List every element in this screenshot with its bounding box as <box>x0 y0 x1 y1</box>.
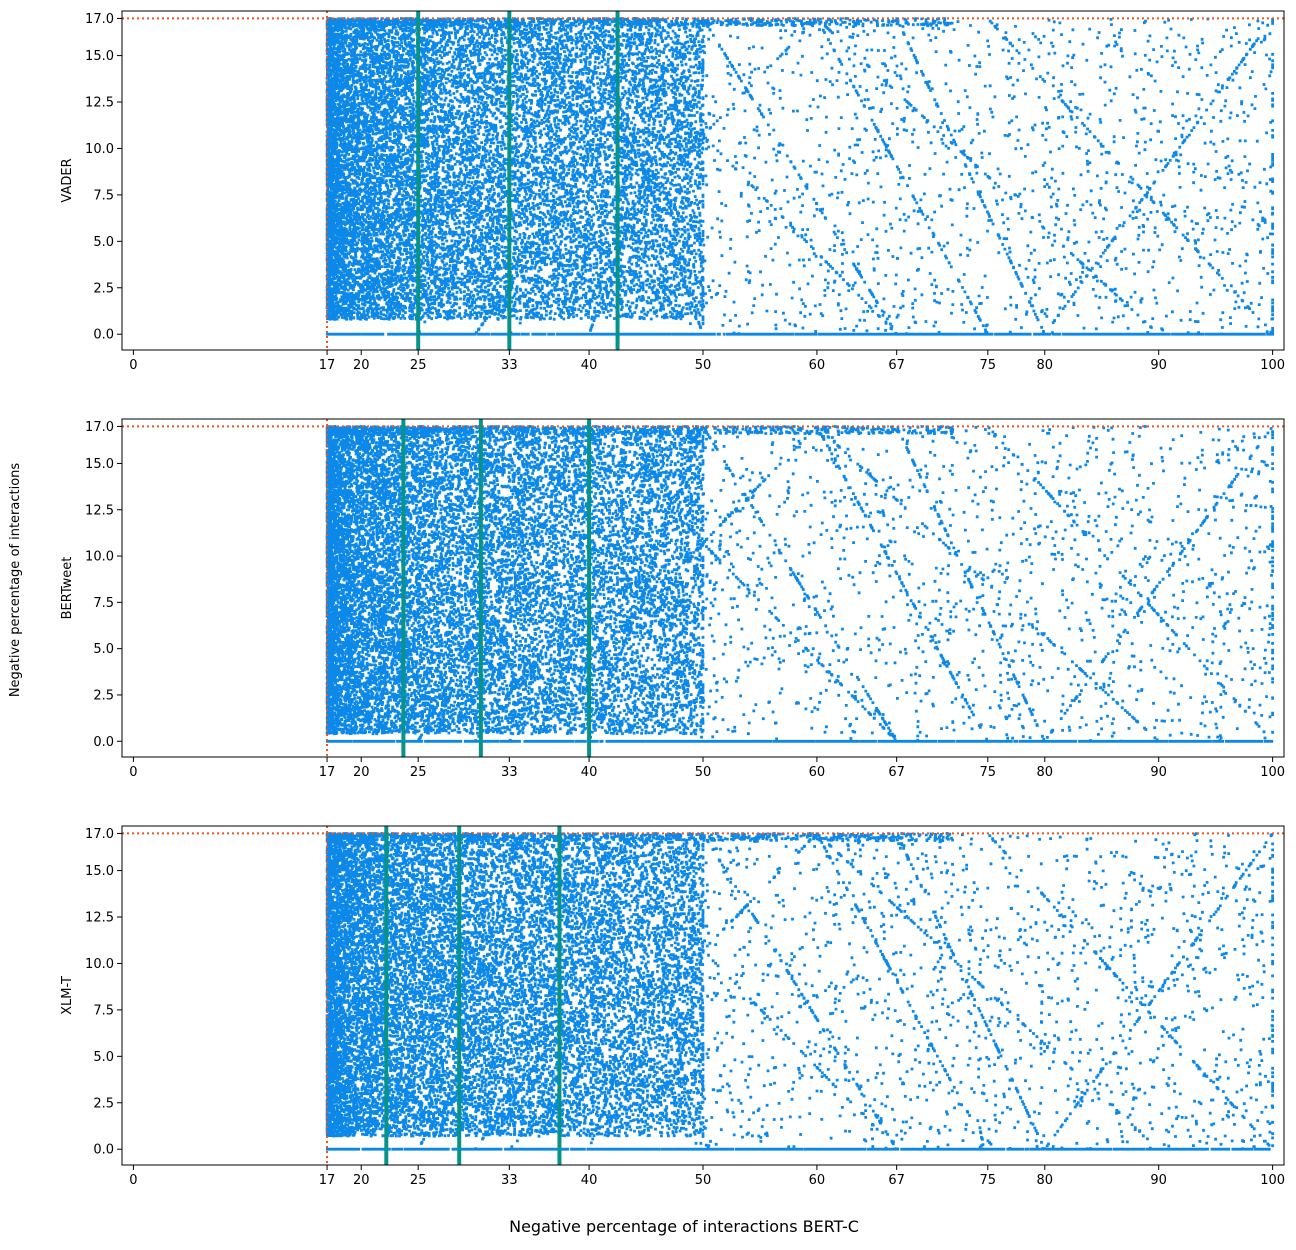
figure-y-label: Negative percentage of interactions <box>8 463 23 698</box>
x-tick-label: 67 <box>888 358 905 373</box>
x-tick-label: 33 <box>501 765 518 780</box>
x-tick-label: 33 <box>501 1173 518 1188</box>
x-tick-label: 40 <box>581 765 598 780</box>
x-tick-label: 80 <box>1036 1173 1053 1188</box>
x-tick-label: 50 <box>695 358 712 373</box>
x-tick-label: 100 <box>1260 358 1285 373</box>
y-tick-label: 12.5 <box>85 96 114 111</box>
y-axis-label: VADER <box>60 158 75 202</box>
y-tick-label: 7.5 <box>93 596 114 611</box>
x-tick-label: 80 <box>1036 358 1053 373</box>
scatter-points <box>325 832 1274 1151</box>
y-tick-label: 2.5 <box>93 281 114 296</box>
panel-xlmt: 0 17 20 25 33 40 50 60 67 75 80 90 100 0.0 2.5 5.0 7.5 10… <box>60 825 1285 1188</box>
y-tick-label: 10.0 <box>85 550 114 565</box>
scatter-point-cloud <box>325 832 1274 1151</box>
x-tick-label: 33 <box>501 358 518 373</box>
y-tick-label: 15.0 <box>85 49 114 64</box>
y-tick-label: 0.0 <box>93 328 114 343</box>
panel-bertweet: 0 17 20 25 33 40 50 60 67 75 80 90 100 0.0 2.5 5.0 7.5 10… <box>60 418 1285 780</box>
x-tick-label: 0 <box>129 1173 137 1188</box>
scatter-points <box>325 425 1274 743</box>
y-tick-label: 12.5 <box>85 911 114 926</box>
x-tick-label: 20 <box>353 1173 370 1188</box>
y-tick-label: 15.0 <box>85 864 114 879</box>
y-tick-label: 0.0 <box>93 1143 114 1158</box>
scatter-point-cloud <box>325 425 1274 743</box>
x-tick-label: 25 <box>410 765 427 780</box>
x-tick-label: 20 <box>353 358 370 373</box>
y-tick-label: 12.5 <box>85 503 114 518</box>
y-tick-label: 2.5 <box>93 688 114 703</box>
x-tick-label: 90 <box>1150 1173 1167 1188</box>
x-tick-label: 60 <box>809 765 826 780</box>
y-tick-label: 0.0 <box>93 735 114 750</box>
y-axis-label: BERTweet <box>60 557 75 620</box>
x-tick-label: 25 <box>410 1173 427 1188</box>
x-tick-label: 60 <box>809 1173 826 1188</box>
y-tick-label: 7.5 <box>93 1003 114 1018</box>
x-tick-label: 40 <box>581 1173 598 1188</box>
y-tick-label: 7.5 <box>93 188 114 203</box>
y-axis-label: XLM-T <box>60 976 75 1015</box>
scatter-point-cloud <box>325 17 1274 336</box>
x-tick-label: 80 <box>1036 765 1053 780</box>
x-tick-label: 90 <box>1150 765 1167 780</box>
x-tick-label: 100 <box>1260 765 1285 780</box>
x-tick-label: 40 <box>581 358 598 373</box>
x-tick-label: 90 <box>1150 358 1167 373</box>
figure-x-label: Negative percentage of interactions BERT… <box>509 1217 859 1236</box>
x-tick-label: 0 <box>129 765 137 780</box>
x-tick-label: 60 <box>809 358 826 373</box>
y-tick-label: 17.0 <box>85 420 114 435</box>
x-tick-label: 17 <box>319 358 336 373</box>
y-tick-label: 5.0 <box>93 235 114 250</box>
scatter-points <box>325 17 1274 336</box>
x-tick-label: 17 <box>319 1173 336 1188</box>
y-tick-label: 15.0 <box>85 457 114 472</box>
y-tick-label: 5.0 <box>93 642 114 657</box>
x-tick-label: 67 <box>888 765 905 780</box>
y-tick-label: 17.0 <box>85 12 114 27</box>
x-tick-label: 50 <box>695 1173 712 1188</box>
y-tick-label: 2.5 <box>93 1096 114 1111</box>
x-tick-label: 50 <box>695 765 712 780</box>
x-tick-label: 20 <box>353 765 370 780</box>
y-tick-label: 10.0 <box>85 142 114 157</box>
panels: 0 17 20 25 33 40 50 60 67 75 80 90 100 0.0 2.5 5.0 7.5 10… <box>60 10 1285 1188</box>
x-tick-label: 0 <box>129 358 137 373</box>
x-tick-label: 67 <box>888 1173 905 1188</box>
x-tick-label: 75 <box>980 765 997 780</box>
y-tick-label: 5.0 <box>93 1050 114 1065</box>
panel-vader: 0 17 20 25 33 40 50 60 67 75 80 90 100 0.0 2.5 5.0 7.5 10… <box>60 10 1285 373</box>
y-tick-label: 10.0 <box>85 957 114 972</box>
x-tick-label: 25 <box>410 358 427 373</box>
x-tick-label: 17 <box>319 765 336 780</box>
x-tick-label: 100 <box>1260 1173 1285 1188</box>
x-tick-label: 75 <box>980 1173 997 1188</box>
x-tick-label: 75 <box>980 358 997 373</box>
y-tick-label: 17.0 <box>85 827 114 842</box>
